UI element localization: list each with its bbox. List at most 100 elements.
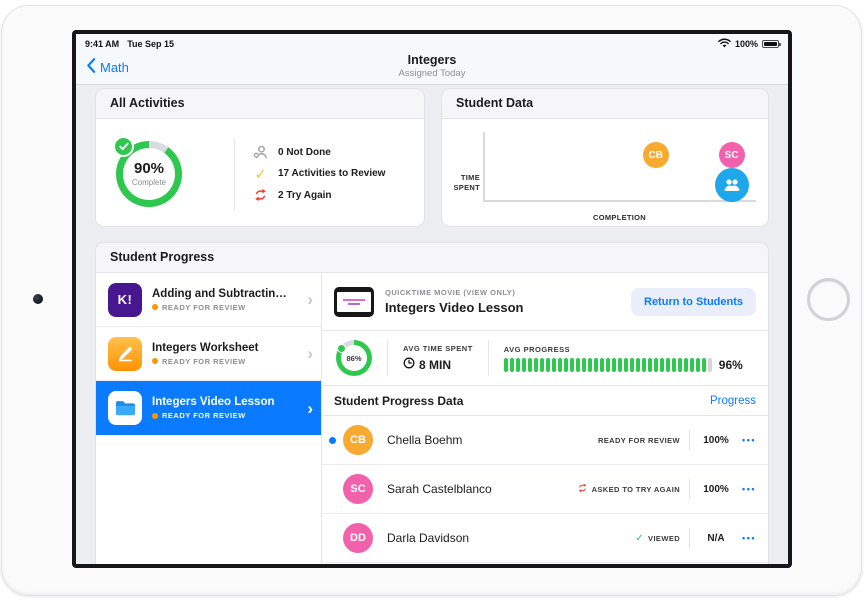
wifi-icon — [718, 38, 731, 50]
chevron-right-icon: › — [307, 344, 313, 363]
student-table-header: Student Progress Data Progress — [322, 386, 768, 416]
table-title: Student Progress Data — [334, 393, 464, 408]
progress-segment — [605, 357, 610, 372]
clock-time: 9:41 AM — [85, 39, 120, 49]
more-options-button[interactable]: ••• — [742, 484, 756, 494]
student-status: VIEWED — [648, 533, 681, 543]
unread-dot — [329, 436, 336, 444]
progress-segment — [647, 357, 652, 372]
avatar: DD — [343, 523, 373, 553]
activity-title: Integers Video Lesson — [152, 396, 275, 408]
all-activities-title: All Activities — [96, 89, 424, 119]
vertical-divider — [387, 340, 388, 376]
student-progress-value: N/A — [707, 532, 725, 544]
progress-segment — [653, 357, 658, 372]
activity-row-video-selected[interactable]: Integers Video Lesson READY FOR REVIEW › — [96, 381, 321, 435]
group-avatar-point[interactable] — [714, 168, 749, 203]
page-title: Integers — [407, 53, 457, 67]
detail-title: Integers Video Lesson — [385, 300, 524, 315]
progress-segment — [695, 357, 700, 372]
progress-segment — [665, 357, 670, 372]
chevron-right-icon: › — [307, 398, 313, 418]
progress-segment — [539, 357, 544, 372]
kahoot-app-icon: K! — [108, 282, 142, 317]
student-name: Sarah Castelblanco — [387, 482, 492, 496]
student-data-title: Student Data — [442, 89, 768, 119]
progress-segment — [623, 357, 628, 372]
ipad-screen: 9:41 AM Tue Sep 15 100% Math Integers As… — [72, 30, 792, 568]
student-avatar-point-SC[interactable]: SC — [718, 142, 745, 169]
status-bar: 9:41 AM Tue Sep 15 100% — [76, 34, 788, 52]
stats-row: 86% AVG TIME SPENT 8 MIN — [322, 331, 768, 386]
progress-segment — [629, 357, 634, 372]
status-dot — [152, 358, 158, 364]
student-row[interactable]: CB Chella Boehm READY FOR REVIEW 100% ••… — [322, 416, 768, 465]
activity-status: READY FOR REVIEW — [162, 356, 246, 366]
student-status: ASKED TO TRY AGAIN — [591, 484, 681, 494]
progress-segment — [617, 357, 622, 372]
progress-sort-link[interactable]: Progress — [709, 394, 756, 407]
student-data-card: Student Data TIME SPENT CB SC COMPLETION — [441, 88, 769, 227]
checkmark-badge-icon — [113, 135, 134, 157]
progress-segment — [563, 357, 568, 372]
pages-app-icon — [108, 336, 142, 371]
progress-segment — [671, 357, 676, 372]
activity-status: READY FOR REVIEW — [162, 302, 246, 312]
student-name: Chella Boehm — [387, 433, 463, 447]
legend-not-done-label: 0 Not Done — [278, 146, 331, 158]
activity-list: K! Adding and Subtractin… READY FOR REVI… — [96, 273, 322, 564]
legend-try-again-label: 2 Try Again — [278, 189, 332, 201]
battery-icon — [762, 40, 781, 48]
avg-time-value: 8 MIN — [419, 357, 452, 372]
activity-title: Adding and Subtractin… — [152, 287, 287, 300]
back-button[interactable]: Math — [86, 57, 129, 77]
clock-date: Tue Sep 15 — [127, 39, 175, 49]
return-to-students-button[interactable]: Return to Students — [631, 287, 756, 316]
student-name: Darla Davidson — [387, 531, 470, 545]
activity-row-kahoot[interactable]: K! Adding and Subtractin… READY FOR REVI… — [96, 273, 321, 327]
detail-type-label: QUICKTIME MOVIE (VIEW ONLY) — [385, 288, 516, 297]
progress-segment — [509, 357, 514, 372]
progress-segment — [569, 357, 574, 372]
avatar: SC — [343, 474, 373, 504]
navigation-bar: Math Integers Assigned Today — [76, 52, 788, 85]
home-button[interactable] — [807, 278, 850, 321]
more-options-button[interactable]: ••• — [742, 435, 756, 445]
student-row[interactable]: SC Sarah Castelblanco ASKED TO TRY AGAIN… — [322, 465, 768, 514]
legend-to-review: ✓ 17 Activities to Review — [252, 167, 386, 181]
status-dot — [152, 412, 158, 419]
progress-segment — [677, 357, 682, 372]
activity-title: Integers Worksheet — [152, 341, 259, 354]
clock-icon — [403, 357, 415, 372]
progress-segment — [599, 357, 604, 372]
legend-not-done: 0 Not Done — [252, 145, 385, 159]
donut-marker-dot — [337, 344, 346, 353]
vertical-divider — [689, 479, 691, 499]
progress-segment — [701, 357, 706, 372]
vertical-divider — [487, 340, 489, 376]
vertical-divider — [234, 137, 235, 210]
viewed-check-icon: ✓ — [635, 532, 645, 544]
avg-completion-donut: 86% — [336, 340, 372, 376]
avg-progress-bar — [503, 357, 712, 372]
legend-to-review-label: 17 Activities to Review — [278, 168, 386, 179]
try-again-icon — [577, 483, 588, 495]
progress-segment — [527, 357, 532, 372]
progress-segment — [593, 357, 598, 372]
progress-segment — [581, 357, 586, 372]
student-avatar-point-CB[interactable]: CB — [642, 142, 669, 169]
progress-segment — [707, 357, 712, 372]
page-subtitle: Assigned Today — [398, 68, 466, 79]
legend-try-again: 2 Try Again — [252, 188, 385, 202]
students-icon — [252, 145, 269, 159]
main-content: All Activities 90% Complete — [76, 82, 788, 564]
progress-segment — [515, 357, 520, 372]
activity-row-worksheet[interactable]: Integers Worksheet READY FOR REVIEW › — [96, 327, 321, 381]
progress-segment — [659, 357, 664, 372]
scatter-plot: CB SC — [483, 132, 756, 203]
avatar: CB — [343, 425, 373, 455]
all-activities-card: All Activities 90% Complete — [95, 88, 425, 227]
student-row[interactable]: DD Darla Davidson ✓ VIEWED N/A ••• — [322, 514, 768, 563]
more-options-button[interactable]: ••• — [742, 533, 756, 543]
back-label: Math — [100, 59, 129, 75]
